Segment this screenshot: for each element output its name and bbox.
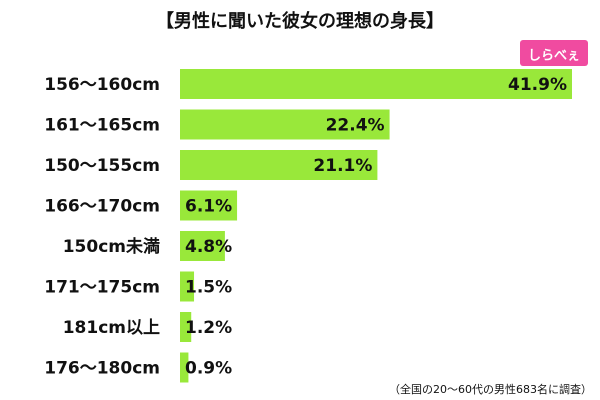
- bar: [180, 190, 238, 221]
- category-label: 181cm以上: [63, 318, 160, 338]
- chart-title: 【男性に聞いた彼女の理想の身長】: [156, 10, 444, 32]
- value-label: 1.5%: [185, 278, 232, 298]
- category-label: 176～180cm: [44, 359, 160, 379]
- bar: [180, 312, 192, 342]
- logo-box: [520, 40, 588, 66]
- logo: しらべぇ: [528, 49, 580, 64]
- bar: [180, 69, 572, 99]
- category-label: 161～165cm: [44, 116, 160, 136]
- value-label: 6.1%: [185, 197, 232, 217]
- category-label: 166～170cm: [44, 197, 160, 217]
- category-label: 156～160cm: [44, 75, 160, 95]
- category-label: 150cm未満: [63, 236, 160, 257]
- value-label: 4.8%: [185, 237, 232, 257]
- bar: [180, 352, 189, 383]
- bar: [180, 150, 378, 180]
- category-label: 150～155cm: [44, 156, 160, 176]
- value-label: 0.9%: [185, 359, 232, 379]
- value-label: 22.4%: [326, 116, 385, 136]
- value-label: 41.9%: [508, 75, 567, 95]
- bar: [180, 109, 390, 140]
- value-label: 21.1%: [313, 156, 372, 176]
- category-label: 171～175cm: [44, 278, 160, 298]
- footnote: （全国の20～60代の男性683名に調査）: [389, 382, 592, 396]
- value-label: 1.2%: [185, 318, 232, 338]
- bar: [180, 231, 225, 261]
- bar: [180, 271, 195, 302]
